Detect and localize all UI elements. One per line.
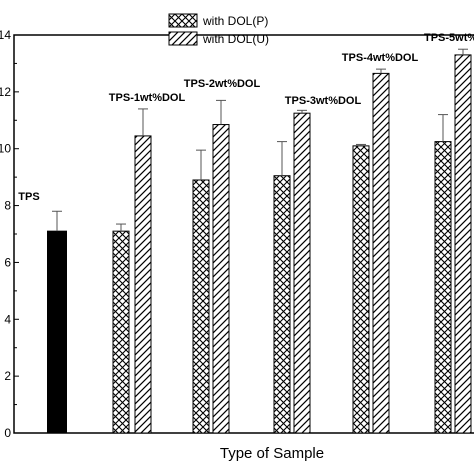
x-axis-title: Type of Sample <box>220 445 324 462</box>
y-tick-label: 8 <box>4 199 11 213</box>
legend-label-with-dol-p: with DOL(P) <box>202 14 268 28</box>
bar-group-label: TPS-4wt%DOL <box>342 52 419 64</box>
bar-tps-3wt-dol-crosshatch <box>273 175 291 434</box>
bar-tps-5wt-dol-diagonal <box>454 54 472 434</box>
bar-group-label: TPS <box>18 191 39 203</box>
legend-swatch-with-dol-p <box>168 13 198 28</box>
y-tick-label: 6 <box>4 255 11 269</box>
bar-tps-1wt-dol-crosshatch <box>112 230 130 434</box>
y-tick-label: 12 <box>0 85 11 99</box>
bar-group-label: TPS-1wt%DOL <box>109 92 186 104</box>
bar-group-label: TPS-2wt%DOL <box>184 78 261 90</box>
y-tick-label: 10 <box>0 142 11 156</box>
y-tick-label: 2 <box>4 369 11 383</box>
bar-labels-layer: TPS TPS-1wt%DOL TPS-2wt%DOL TPS-3wt%DOL TPS-… <box>18 32 474 203</box>
bar-tps-3wt-dol-diagonal <box>293 112 311 434</box>
plot-frame <box>13 34 474 434</box>
legend-swatch-with-dol-u <box>168 31 198 46</box>
y-axis: 0 2 4 6 8 10 12 14 <box>0 28 19 440</box>
y-tick-label: 4 <box>4 312 11 326</box>
bar-tps-2wt-dol-diagonal <box>212 124 230 434</box>
bar-tps-1wt-dol-diagonal <box>134 135 152 434</box>
bar-tps-5wt-dol-crosshatch <box>434 141 452 434</box>
legend-label-with-dol-u: with DOL(U) <box>202 32 269 46</box>
y-tick-label: 0 <box>4 426 11 440</box>
bar-group-label: TPS-5wt%DOL <box>424 32 474 44</box>
bars-layer <box>47 54 472 434</box>
bar-tps-2wt-dol-crosshatch <box>192 179 210 434</box>
bar-tps-4wt-dol-crosshatch <box>352 145 370 434</box>
y-tick-label: 14 <box>0 28 11 42</box>
bar-tps-solid <box>47 230 67 434</box>
legend: with DOL(P) with DOL(U) <box>168 13 269 46</box>
bar-tps-4wt-dol-diagonal <box>372 72 390 434</box>
error-bars-layer <box>52 48 468 232</box>
bar-group-label: TPS-3wt%DOL <box>285 95 362 107</box>
plot-area-border <box>13 34 474 434</box>
